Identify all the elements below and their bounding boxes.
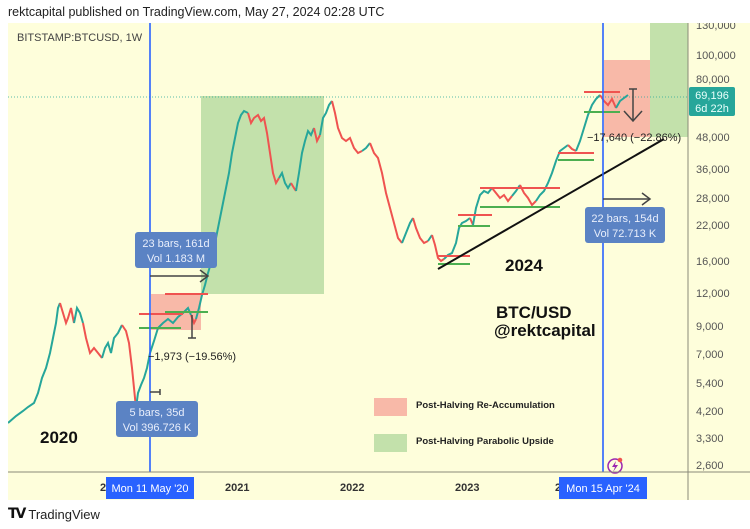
year-label-2020: 2020 (40, 428, 78, 447)
chart-area[interactable]: 23 bars, 161d Vol 1.183 M 5 bars, 35d Vo… (8, 23, 750, 500)
svg-text:Vol 1.183 M: Vol 1.183 M (147, 253, 205, 265)
svg-text:2022: 2022 (340, 482, 364, 494)
svg-text:Vol 396.726 K: Vol 396.726 K (123, 422, 192, 434)
legend-swatch-parabolic (374, 434, 407, 452)
price-chart[interactable]: 23 bars, 161d Vol 1.183 M 5 bars, 35d Vo… (8, 23, 750, 500)
time-axis[interactable]: 2 2021 2022 2023 2 Mon 11 May '20 Mon 15… (100, 477, 647, 499)
legend-swatch-reaccumulation (374, 398, 407, 416)
price-axis[interactable]: 130,000 100,000 80,000 48,000 36,000 28,… (696, 23, 736, 472)
svg-text:48,000: 48,000 (696, 132, 730, 144)
svg-text:5,400: 5,400 (696, 378, 724, 390)
svg-text:12,000: 12,000 (696, 288, 730, 300)
svg-text:2023: 2023 (455, 482, 479, 494)
svg-text:Mon 11 May '20: Mon 11 May '20 (111, 483, 188, 495)
legend: Post-Halving Re-Accumulation Post-Halvin… (374, 398, 555, 452)
svg-text:2,600: 2,600 (696, 460, 724, 472)
symbol-label: BITSTAMP:BTCUSD, 1W (17, 32, 143, 44)
halving-date-2020-badge (106, 477, 194, 499)
tooltip-2024: 22 bars, 154d Vol 72.713 K (585, 207, 665, 243)
svg-text:2021: 2021 (225, 482, 249, 494)
svg-text:6d 22h: 6d 22h (695, 103, 729, 115)
svg-text:7,000: 7,000 (696, 349, 724, 361)
reaccum-box-2024 (604, 60, 650, 137)
legend-label-parabolic: Post-Halving Parabolic Upside (416, 436, 554, 447)
legend-label-reaccumulation: Post-Halving Re-Accumulation (416, 400, 555, 411)
measure-arrows (150, 88, 652, 395)
svg-text:9,000: 9,000 (696, 321, 724, 333)
measure-label-2020: −1,973 (−19.56%) (148, 351, 236, 363)
svg-text:16,000: 16,000 (696, 256, 730, 268)
svg-text:2: 2 (100, 482, 106, 494)
svg-text:36,000: 36,000 (696, 164, 730, 176)
lightning-event-icon[interactable] (607, 457, 623, 474)
svg-text:Vol 72.713 K: Vol 72.713 K (594, 228, 657, 240)
halving-date-2024-badge (559, 477, 647, 499)
range-lines-2020 (139, 293, 208, 329)
parabolic-box-2020 (201, 96, 324, 294)
handle-label: @rektcapital (494, 321, 596, 340)
svg-text:28,000: 28,000 (696, 193, 730, 205)
tradingview-logo-icon: TV (8, 506, 26, 522)
tooltip-2020-bottom: 5 bars, 35d Vol 396.726 K (116, 401, 198, 437)
current-price-badge: 69,196 6d 22h (689, 87, 735, 116)
brand-label: TradingView (28, 506, 100, 522)
svg-text:3,300: 3,300 (696, 433, 724, 445)
svg-text:22 bars, 154d: 22 bars, 154d (591, 213, 658, 225)
trendline[interactable] (437, 138, 665, 270)
svg-text:22,000: 22,000 (696, 220, 730, 232)
svg-text:80,000: 80,000 (696, 74, 730, 86)
svg-text:69,196: 69,196 (695, 90, 729, 102)
svg-text:130,000: 130,000 (696, 23, 736, 32)
svg-text:23 bars, 161d: 23 bars, 161d (142, 238, 209, 250)
ticker-label: BTC/USD (496, 303, 572, 322)
svg-text:5 bars, 35d: 5 bars, 35d (129, 407, 184, 419)
svg-text:Mon 15 Apr '24: Mon 15 Apr '24 (566, 483, 640, 495)
range-lines-2023 (438, 91, 620, 265)
footer: TV TradingView (8, 506, 100, 522)
svg-text:4,200: 4,200 (696, 406, 724, 418)
parabolic-box-2024 (650, 23, 688, 137)
year-label-2024: 2024 (505, 256, 543, 275)
svg-text:2: 2 (555, 482, 561, 494)
svg-text:100,000: 100,000 (696, 50, 736, 62)
tooltip-2020-top: 23 bars, 161d Vol 1.183 M (135, 232, 217, 268)
measure-label-2024: −17,640 (−22.86%) (587, 132, 681, 144)
publish-header: rektcapital published on TradingView.com… (8, 5, 385, 19)
